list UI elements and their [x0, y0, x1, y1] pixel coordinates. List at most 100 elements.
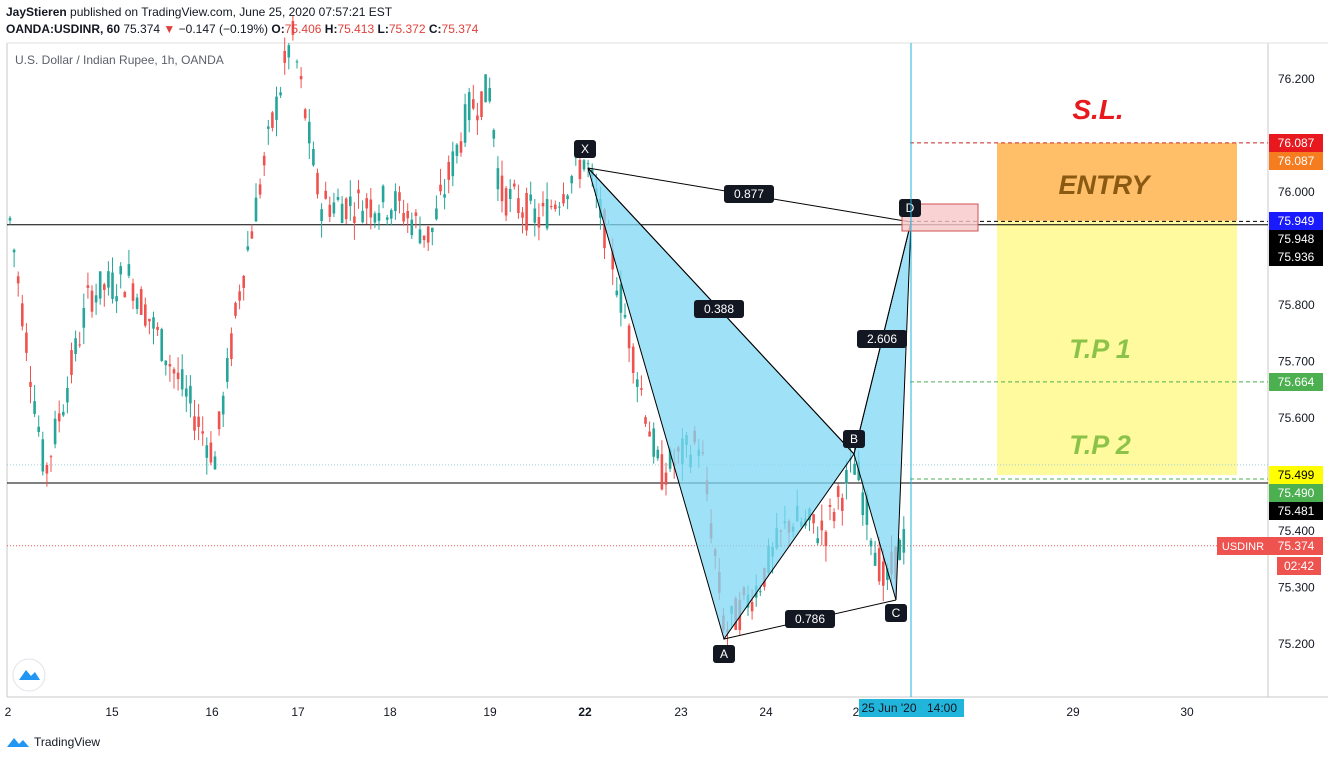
candle-body	[541, 202, 545, 207]
candle-body	[127, 264, 131, 276]
candle-body	[627, 325, 631, 349]
candle-body	[144, 304, 147, 326]
candle-body	[152, 317, 155, 329]
candle-body	[217, 411, 221, 430]
candle-body	[344, 198, 348, 220]
candle-body	[537, 217, 541, 228]
ratio-label: 0.877	[724, 185, 774, 203]
candle-body	[513, 183, 516, 187]
candle-body	[98, 271, 102, 299]
candle-body	[234, 302, 237, 316]
candle-body	[66, 387, 69, 403]
candle-body	[373, 213, 377, 223]
candle-body	[160, 329, 163, 361]
candle-body	[886, 567, 889, 580]
candle-body	[303, 109, 307, 119]
price-axis-label: 75.499	[1269, 466, 1323, 484]
candle-body	[172, 369, 176, 374]
symbol-tag-text: USDINR	[1222, 541, 1264, 553]
candle-body	[640, 388, 643, 390]
candle-body	[545, 199, 549, 229]
price-axis-label: 75.949	[1269, 212, 1323, 230]
candle-body	[496, 168, 500, 190]
candle-body	[12, 249, 16, 253]
candle-body	[193, 416, 196, 431]
candle-body	[299, 75, 303, 80]
x-tick-label: 30	[1180, 705, 1194, 719]
candle-body	[525, 192, 528, 231]
candle-body	[566, 195, 569, 200]
countdown-tag: 02:42	[1277, 557, 1321, 575]
point-label-a: A	[713, 645, 735, 663]
price-axis-label: 75.481	[1269, 502, 1323, 520]
stop-loss-label: S.L.	[1072, 94, 1123, 125]
candle-body	[467, 92, 471, 121]
candle-body	[902, 529, 906, 553]
take-profit-zone	[997, 220, 1237, 476]
candle-body	[648, 431, 651, 437]
candle-body	[16, 276, 20, 284]
ratio-label-bg	[694, 300, 744, 318]
candle-body	[385, 217, 389, 220]
candle-body	[49, 456, 53, 458]
candle-body	[185, 388, 188, 397]
ratio-label-bg	[785, 610, 835, 628]
candle-body	[459, 141, 463, 153]
point-label-bg	[843, 430, 865, 448]
candle-body	[246, 246, 250, 251]
candle-body	[668, 449, 672, 469]
candle-body	[750, 602, 754, 612]
ratio-label: 2.606	[857, 330, 907, 348]
candle-body	[414, 212, 418, 216]
candle-body	[422, 235, 426, 241]
candle-body	[189, 385, 192, 404]
candle-body	[230, 333, 233, 360]
candle-body	[381, 185, 385, 203]
candle-body	[107, 271, 110, 288]
candle-body	[336, 196, 340, 200]
candle-body	[324, 190, 327, 199]
symbol-name: OANDA:USDINR, 60	[6, 22, 121, 36]
candle-body	[33, 401, 36, 414]
candle-body	[841, 497, 844, 511]
x-tick-label: 18	[383, 705, 397, 719]
tradingview-logo-icon	[7, 738, 29, 747]
candle-body	[123, 292, 127, 298]
candle-body	[316, 172, 319, 195]
candle-body	[139, 289, 143, 315]
candle-body	[135, 297, 139, 310]
candle-body	[271, 112, 274, 128]
price-axis-label: 75.490	[1269, 484, 1323, 502]
candle-body	[836, 486, 840, 497]
ratio-label-text: 2.606	[867, 332, 897, 346]
candle-body	[176, 372, 180, 380]
candle-body	[394, 191, 397, 212]
candle-body	[619, 284, 623, 313]
price-label-text: 75.949	[1278, 214, 1315, 228]
candle-body	[361, 210, 364, 223]
countdown-text: 02:42	[1284, 559, 1314, 573]
tradingview-footer[interactable]: TradingView	[6, 735, 100, 749]
candle-body	[492, 129, 496, 139]
point-label-x: X	[574, 140, 596, 158]
high-value: 75.413	[337, 22, 375, 36]
price-axis-label: 75.664	[1269, 373, 1323, 391]
candle-body	[353, 216, 356, 223]
candle-body	[340, 203, 344, 224]
candle-body	[578, 159, 582, 180]
publisher-user[interactable]: JayStieren	[6, 5, 67, 19]
candle-body	[258, 184, 262, 195]
candle-body	[209, 442, 213, 463]
symbol-tag: USDINR	[1217, 537, 1269, 555]
close-label: C:	[428, 22, 442, 36]
candle-body	[94, 295, 98, 303]
x-tick-label: 2	[853, 705, 860, 719]
candle-body	[295, 61, 299, 63]
candle-body	[131, 283, 135, 301]
candle-body	[824, 531, 828, 547]
y-tick-label: 75.400	[1278, 524, 1315, 538]
publisher-info: published on TradingView.com, June 25, 2…	[70, 5, 393, 19]
candle-body	[82, 308, 86, 328]
candle-body	[480, 91, 483, 117]
